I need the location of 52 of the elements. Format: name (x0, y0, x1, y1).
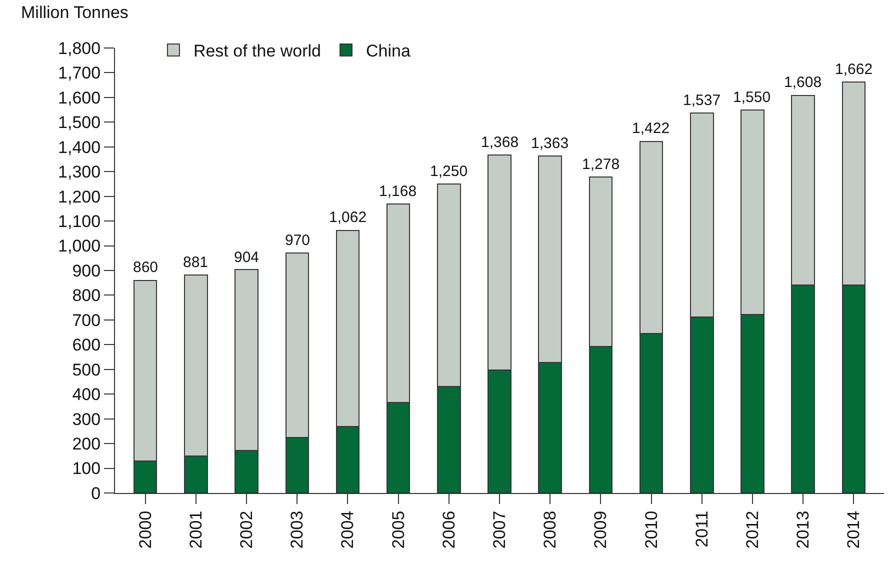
x-tick-label: 2014 (844, 510, 864, 549)
y-tick-label: 1,500 (58, 113, 101, 132)
x-tick-label: 2005 (388, 510, 408, 549)
x-tick-label: 2002 (237, 510, 256, 549)
total-label: 1,550 (733, 89, 771, 106)
total-label: 970 (285, 232, 310, 249)
y-tick-label: 1,600 (58, 88, 101, 108)
legend-label: China (366, 42, 411, 61)
total-label: 1,422 (632, 120, 670, 137)
total-label: 1,363 (531, 135, 569, 152)
y-tick-label: 1,000 (58, 236, 101, 256)
x-tick-label: 2007 (490, 510, 510, 549)
x-tick-label: 2006 (439, 510, 458, 549)
y-tick-label: 100 (72, 459, 101, 478)
total-label: 904 (234, 249, 260, 266)
y-tick-label: 0 (91, 484, 101, 503)
y-tick-label: 1,300 (58, 162, 101, 182)
y-axis-title: Million Tonnes (21, 3, 128, 22)
x-tick-label: 2008 (540, 510, 560, 549)
y-tick-label: 400 (72, 385, 101, 404)
y-tick-label: 1,200 (58, 187, 101, 206)
total-label: 1,278 (582, 156, 620, 173)
y-tick-label: 500 (72, 360, 101, 380)
total-label: 1,368 (481, 134, 519, 151)
x-tick-label: 2009 (591, 510, 610, 549)
y-tick-label: 300 (72, 410, 101, 429)
x-tick-label: 2000 (136, 510, 155, 549)
y-tick-label: 1,700 (58, 64, 101, 83)
total-label: 1,537 (683, 92, 721, 109)
x-tick-label: 2001 (186, 510, 206, 549)
total-label: 1,062 (329, 209, 367, 226)
total-label: 1,250 (430, 163, 468, 180)
y-tick-label: 900 (72, 261, 101, 280)
y-tick-label: 200 (72, 434, 101, 454)
x-tick-label: 2010 (642, 510, 661, 549)
legend-label: Rest of the world (193, 42, 322, 61)
x-tick-label: 2013 (794, 510, 813, 549)
y-tick-label: 800 (72, 286, 101, 306)
y-tick-label: 1,800 (58, 38, 101, 58)
y-tick-label: 1,400 (58, 138, 101, 157)
x-tick-label: 2003 (288, 510, 307, 549)
y-tick-label: 700 (72, 310, 101, 330)
x-tick-label: 2004 (338, 510, 358, 549)
total-label: 1,662 (835, 61, 873, 78)
x-tick-label: 2011 (692, 510, 712, 548)
total-label: 860 (133, 259, 158, 276)
total-label: 1,168 (379, 183, 417, 200)
x-tick-label: 2012 (742, 510, 762, 549)
total-label: 1,608 (784, 74, 822, 91)
y-tick-label: 1,100 (58, 212, 101, 232)
total-label: 881 (183, 254, 208, 271)
y-tick-label: 600 (72, 336, 101, 355)
